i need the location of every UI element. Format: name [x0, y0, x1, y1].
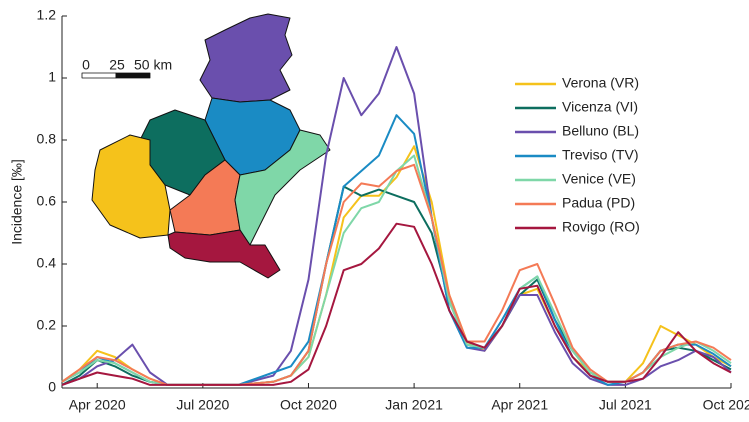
x-tick-label: Apr 2020: [69, 397, 126, 413]
region-verona: [91, 134, 171, 239]
scale-bar-white: [81, 72, 117, 79]
legend-label: Venice (VE): [562, 171, 636, 187]
series-line: [61, 222, 732, 386]
series-line: [61, 163, 732, 386]
legend-label: Verona (VR): [562, 75, 639, 91]
scale-bar-black: [115, 72, 151, 79]
region-rovigo: [167, 229, 281, 279]
scale-label: 50 km: [134, 57, 172, 73]
y-tick-label: 1: [48, 69, 56, 85]
legend-label: Rovigo (RO): [562, 219, 640, 235]
y-tick-label: 0.6: [37, 193, 57, 209]
legend-label: Padua (PD): [562, 195, 635, 211]
x-tick-label: Jul 2020: [176, 397, 229, 413]
x-tick-label: Apr 2021: [491, 397, 548, 413]
y-axis-label: Incidence [‰]: [9, 159, 25, 245]
scale-label: 25: [109, 57, 125, 73]
y-tick-label: 0: [48, 379, 56, 395]
y-tick-label: 1.2: [37, 7, 57, 23]
y-tick-label: 0.2: [37, 317, 57, 333]
x-tick-label: Oct 2020: [280, 397, 337, 413]
y-tick-label: 0.8: [37, 131, 57, 147]
y-tick-label: 0.4: [37, 255, 57, 271]
legend-label: Vicenza (VI): [562, 99, 638, 115]
region-belluno: [199, 13, 293, 103]
legend-label: Treviso (TV): [562, 147, 638, 163]
legend-label: Belluno (BL): [562, 123, 639, 139]
x-tick-label: Jan 2021: [385, 397, 443, 413]
scale-label: 0: [82, 57, 90, 73]
x-tick-label: Jul 2021: [599, 397, 652, 413]
x-tick-label: Oct 2021: [703, 397, 749, 413]
map-inset: [81, 13, 331, 279]
